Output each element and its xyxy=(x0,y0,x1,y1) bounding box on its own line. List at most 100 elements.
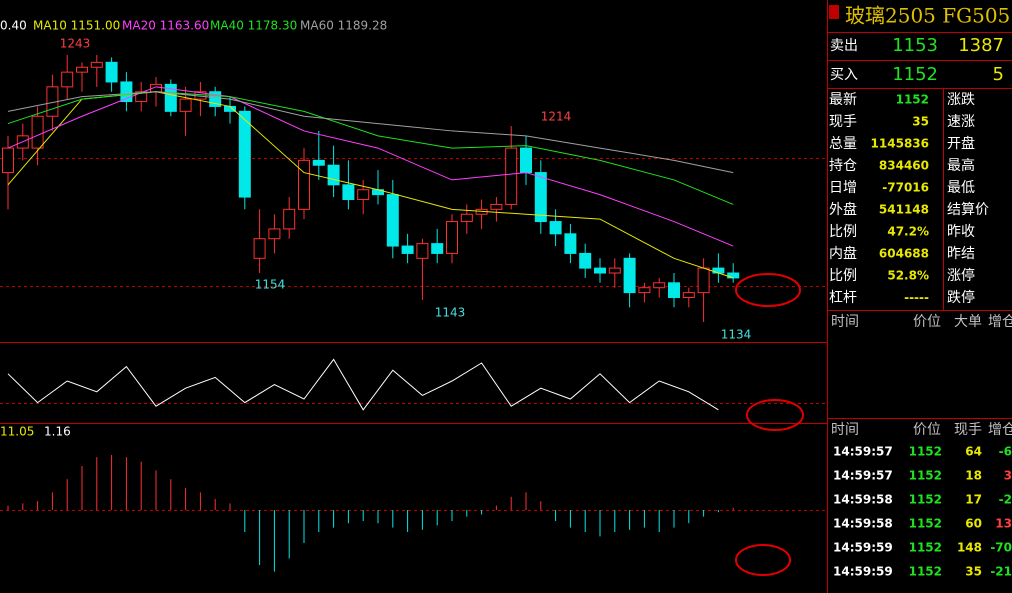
stat-label: 最新 xyxy=(829,92,857,108)
stat-label: 涨停 xyxy=(947,267,975,284)
candle-body xyxy=(31,115,44,149)
candle-body xyxy=(120,81,133,103)
content: 0.40 MA10 1151.00 MA20 1163.60 MA40 1178.30… xyxy=(0,4,1012,579)
ma-line xyxy=(7,86,734,247)
candle-body xyxy=(668,282,680,299)
price-label: 1214 xyxy=(541,110,572,124)
stat-label: 昨结 xyxy=(947,246,975,262)
trade-cell: 35 xyxy=(965,565,982,579)
ma-label: 0.40 xyxy=(0,19,27,33)
trade-cell: 1152 xyxy=(909,445,942,459)
ma-label: MA60 1189.28 xyxy=(300,19,387,33)
candle-body xyxy=(712,267,725,274)
column-header: 价位 xyxy=(913,314,941,330)
stat-label: 现手 xyxy=(829,114,857,130)
trade-cell: 148 xyxy=(957,541,982,555)
candle-body xyxy=(312,159,325,166)
column-header: 时间 xyxy=(831,422,859,438)
stat-value: 35 xyxy=(912,115,929,129)
candle-body xyxy=(327,164,340,186)
trade-cell: 14:59:59 xyxy=(833,565,893,579)
column-header: 增仓 xyxy=(988,422,1012,438)
candle-body xyxy=(579,252,592,269)
column-header: 大单 xyxy=(954,314,982,330)
stat-value: -77016 xyxy=(882,181,929,195)
m-icon xyxy=(829,5,839,19)
ma-line xyxy=(7,91,734,205)
column-header: 增仓 xyxy=(988,314,1012,330)
trade-cell: 1152 xyxy=(909,517,942,531)
trade-cell: -2 xyxy=(999,493,1012,507)
ma-label: MA10 1151.00 xyxy=(33,19,120,33)
candle-body xyxy=(564,233,577,254)
ma-line xyxy=(7,91,734,279)
buy-label: 买入 xyxy=(830,67,858,83)
candle-body xyxy=(179,98,192,112)
candle-body xyxy=(76,66,88,73)
trade-cell: 14:59:59 xyxy=(833,541,893,555)
stat-label: 开盘 xyxy=(947,135,975,152)
sell-price: 1153 xyxy=(892,35,938,56)
stat-value: 47.2% xyxy=(887,225,929,239)
candle-body xyxy=(164,83,177,112)
price-label: 1143 xyxy=(435,306,466,320)
trade-cell: 64 xyxy=(965,445,982,459)
trade-cell: -6 xyxy=(999,445,1012,459)
stat-label: 外盘 xyxy=(829,201,857,218)
buy-price: 1152 xyxy=(892,64,938,85)
stat-label: 比例 xyxy=(829,268,857,284)
osc-line xyxy=(7,358,719,411)
sell-label: 卖出 xyxy=(830,38,858,54)
column-header: 时间 xyxy=(831,314,859,330)
candle-body xyxy=(431,243,444,254)
candle-body xyxy=(357,189,370,201)
candle-body xyxy=(416,243,429,259)
candle-body xyxy=(209,91,222,107)
trade-cell: 1152 xyxy=(909,565,942,579)
candle-body xyxy=(460,213,473,223)
trade-cell: 14:59:58 xyxy=(833,493,893,507)
stat-label: 持仓 xyxy=(829,158,857,174)
trade-cell: 3 xyxy=(1004,469,1012,483)
stat-label: 昨收 xyxy=(947,224,975,240)
candle-body xyxy=(490,203,503,210)
candle-body xyxy=(727,272,740,279)
stat-label: 比例 xyxy=(829,224,857,240)
candle-body xyxy=(2,147,14,174)
candle-body xyxy=(105,61,118,83)
trade-cell: 60 xyxy=(965,517,982,531)
buy-volume: 5 xyxy=(993,64,1004,85)
trade-cell: 1152 xyxy=(909,469,942,483)
trade-cell: 14:59:57 xyxy=(833,445,893,459)
candle-body xyxy=(594,267,606,274)
candle-body xyxy=(135,91,148,103)
stat-value: 541148 xyxy=(879,203,929,217)
price-label: 1154 xyxy=(255,278,286,292)
ma-line xyxy=(7,91,734,174)
stat-label: 杠杆 xyxy=(829,290,857,306)
candle-body xyxy=(505,147,518,205)
trade-cell: 17 xyxy=(965,493,982,507)
stat-value: ----- xyxy=(904,291,929,305)
stat-value: 1145836 xyxy=(871,137,929,151)
candle-body xyxy=(342,184,355,201)
candle-body xyxy=(224,105,236,112)
macd-label: 11.05 xyxy=(0,425,34,439)
candle-body xyxy=(682,292,695,299)
stat-label: 跌停 xyxy=(947,289,975,306)
candle-body xyxy=(253,238,266,259)
stat-label: 结算价 xyxy=(947,202,989,218)
trade-cell: 18 xyxy=(965,469,982,483)
candle-body xyxy=(401,245,414,254)
trade-cell: -70 xyxy=(990,541,1012,555)
stat-value: 834460 xyxy=(879,159,929,173)
trade-cell: -21 xyxy=(990,565,1012,579)
ma-label: MA20 1163.60 xyxy=(122,19,209,33)
candle-body xyxy=(653,282,666,289)
candle-body xyxy=(638,287,651,294)
price-label: 1134 xyxy=(721,328,752,342)
candle-body xyxy=(238,110,251,198)
macd-label: 1.16 xyxy=(44,425,71,439)
